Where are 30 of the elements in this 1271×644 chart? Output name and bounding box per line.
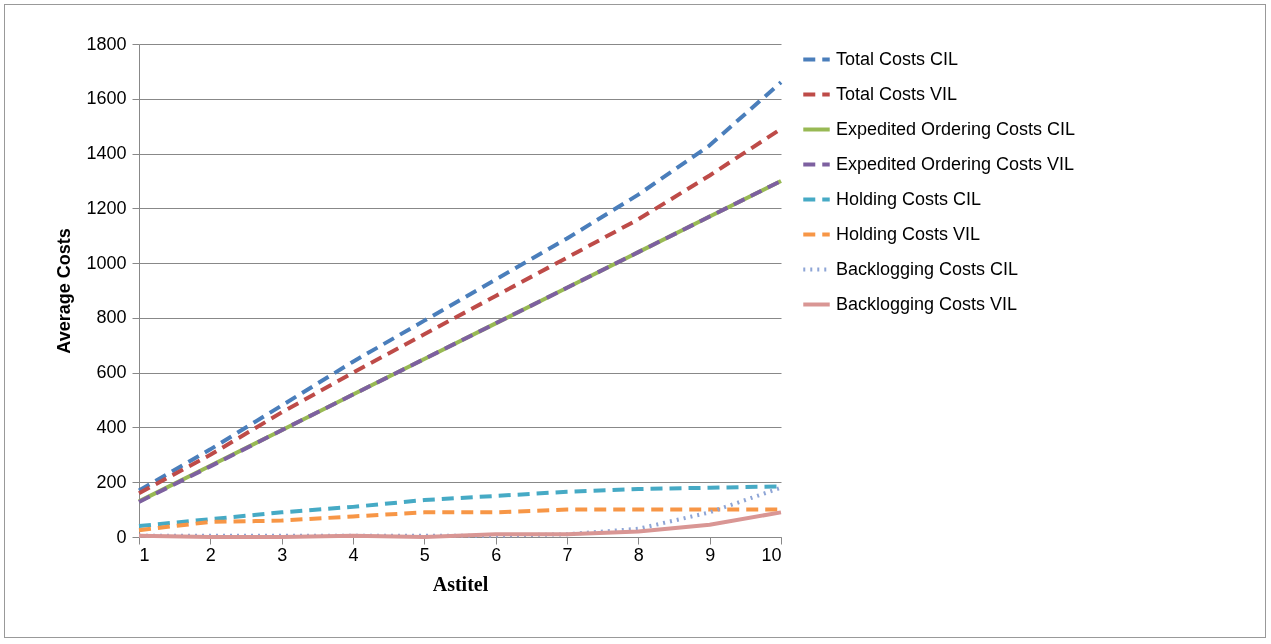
y-tick-label: 1400 <box>86 143 127 164</box>
y-tick-label: 600 <box>96 362 127 383</box>
legend-label: Backlogging Costs VIL <box>836 293 1018 314</box>
legend-label: Expedited Ordering Costs VIL <box>836 153 1075 174</box>
x-tick-label: 3 <box>277 544 288 565</box>
y-tick-label: 0 <box>116 526 127 547</box>
y-tick-label: 1800 <box>86 33 127 54</box>
legend-label: Total Costs VIL <box>836 83 958 104</box>
x-tick-label: 7 <box>562 544 573 565</box>
y-tick-label: 200 <box>96 471 127 492</box>
x-tick-label: 10 <box>761 544 782 565</box>
y-axis-title: Average Costs <box>54 228 75 354</box>
x-tick-label: 1 <box>139 544 150 565</box>
legend-label: Holding Costs VIL <box>836 223 981 244</box>
y-tick-label: 1600 <box>86 88 127 109</box>
y-tick-label: 400 <box>96 416 127 437</box>
y-tick-label: 1200 <box>86 197 127 218</box>
legend-label: Backlogging Costs CIL <box>836 258 1019 279</box>
x-tick-label: 5 <box>419 544 430 565</box>
x-tick-label: 2 <box>205 544 216 565</box>
x-tick-label: 6 <box>491 544 502 565</box>
y-tick-label: 1000 <box>86 252 127 273</box>
legend-label: Total Costs CIL <box>836 48 959 69</box>
x-tick-label: 8 <box>633 544 644 565</box>
legend-label: Expedited Ordering Costs CIL <box>836 118 1076 139</box>
x-tick-label: 9 <box>705 544 716 565</box>
y-tick-label: 800 <box>96 307 127 328</box>
x-tick-label: 4 <box>348 544 359 565</box>
legend-label: Holding Costs CIL <box>836 188 982 209</box>
x-axis-title: Astitel <box>432 572 489 595</box>
